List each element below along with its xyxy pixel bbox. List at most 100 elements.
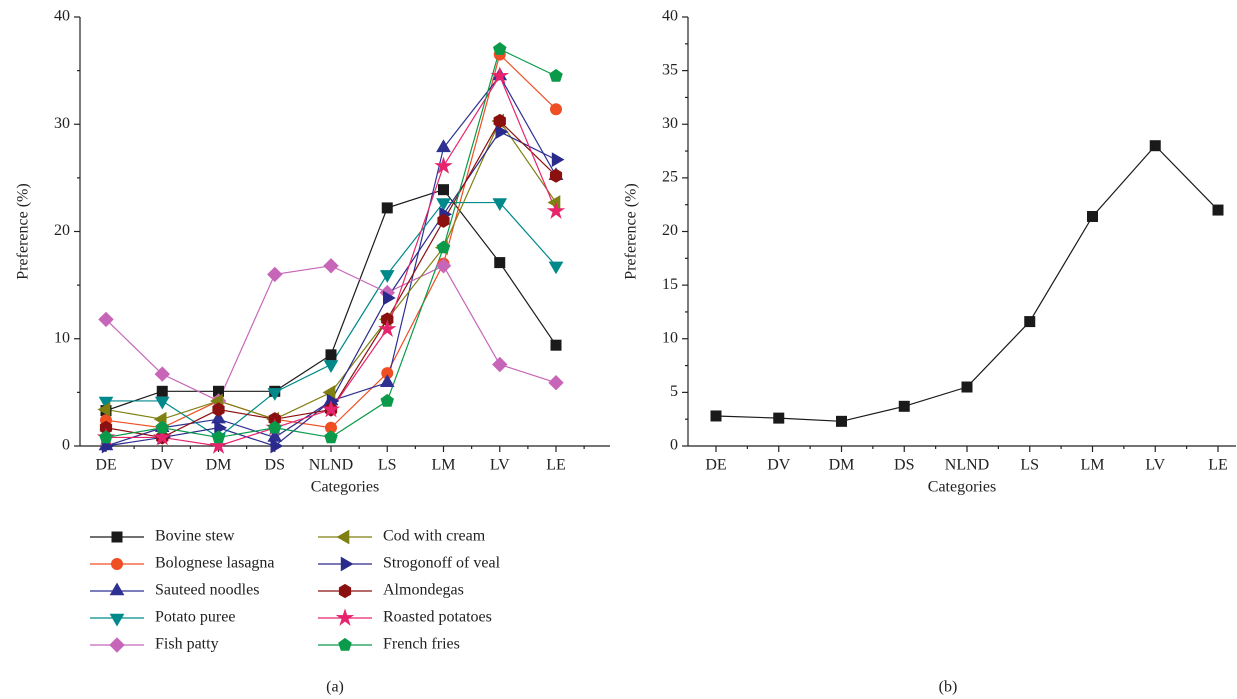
marker xyxy=(710,410,722,422)
y-tick-label: 40 xyxy=(54,8,70,25)
marker xyxy=(152,427,172,446)
y-tick-label: 40 xyxy=(662,8,678,25)
x-tick-label: DE xyxy=(95,457,116,474)
marker xyxy=(490,66,510,84)
marker xyxy=(1212,204,1224,216)
marker xyxy=(267,266,283,283)
x-axis-title: Categories xyxy=(928,479,996,496)
legend-label: Strogonoff of veal xyxy=(383,555,501,572)
legend-marker xyxy=(111,558,123,570)
marker xyxy=(155,420,169,434)
marker xyxy=(381,202,393,214)
x-tick-label: LV xyxy=(1145,457,1165,474)
marker xyxy=(898,400,910,412)
marker xyxy=(436,198,451,211)
marker xyxy=(438,184,449,196)
y-tick-label: 5 xyxy=(670,383,678,400)
marker xyxy=(548,374,564,391)
marker xyxy=(493,113,506,129)
x-tick-label: DM xyxy=(829,457,855,474)
marker xyxy=(324,430,338,444)
marker xyxy=(383,290,396,306)
y-tick-label: 20 xyxy=(54,222,70,239)
legend-label: Bovine stew xyxy=(155,528,235,545)
marker xyxy=(773,412,785,424)
series-line xyxy=(105,265,557,402)
y-axis-title: Preference (%) xyxy=(623,183,640,279)
marker xyxy=(1087,210,1098,222)
y-tick-label: 10 xyxy=(54,329,70,346)
x-tick-label: LS xyxy=(378,457,397,474)
y-tick-label: 20 xyxy=(662,222,678,239)
legend-label: Roasted potatoes xyxy=(383,609,492,626)
series-line xyxy=(715,144,1219,422)
marker xyxy=(325,349,337,361)
legend-marker xyxy=(336,529,350,545)
legend-label: Potato puree xyxy=(155,609,235,626)
x-tick-label: LE xyxy=(1208,457,1228,474)
y-tick-label: 30 xyxy=(662,115,678,132)
marker xyxy=(961,381,973,393)
x-tick-label: LS xyxy=(1020,457,1039,474)
marker xyxy=(1149,140,1161,152)
marker xyxy=(267,388,283,401)
marker xyxy=(379,270,395,283)
marker xyxy=(495,124,509,140)
marker xyxy=(436,240,451,254)
marker xyxy=(836,415,847,427)
legend-marker xyxy=(109,637,125,653)
legend-marker xyxy=(340,556,354,572)
marker xyxy=(270,438,284,454)
x-tick-label: DE xyxy=(705,457,726,474)
series-line xyxy=(105,188,557,412)
marker xyxy=(268,420,282,434)
marker xyxy=(154,366,171,382)
marker xyxy=(492,198,508,212)
marker xyxy=(437,213,450,228)
x-axis-title: Categories xyxy=(311,479,379,496)
x-tick-label: DS xyxy=(265,457,285,474)
marker xyxy=(493,42,507,55)
caption: (b) xyxy=(939,679,958,696)
x-tick-label: DV xyxy=(767,457,791,474)
legend-label: Almondegas xyxy=(383,582,464,599)
y-tick-label: 35 xyxy=(662,61,678,78)
y-tick-label: 30 xyxy=(54,115,70,132)
marker xyxy=(98,311,114,328)
legend-label: French fries xyxy=(383,636,460,653)
marker xyxy=(379,374,395,387)
marker xyxy=(209,436,228,454)
marker xyxy=(321,399,341,418)
legend-label: Cod with cream xyxy=(383,528,486,545)
legend-marker xyxy=(111,531,123,543)
x-tick-label: LE xyxy=(546,457,566,474)
legend-label: Bolognese lasagna xyxy=(155,555,275,572)
marker xyxy=(548,261,564,275)
x-tick-label: LV xyxy=(490,457,510,474)
marker xyxy=(494,257,506,269)
marker xyxy=(546,201,566,219)
marker xyxy=(323,360,339,374)
marker xyxy=(99,430,113,444)
marker xyxy=(549,68,563,82)
y-tick-label: 10 xyxy=(662,329,678,346)
marker xyxy=(97,402,111,417)
x-tick-label: DV xyxy=(151,457,175,474)
marker xyxy=(435,258,452,274)
y-tick-label: 25 xyxy=(662,169,678,186)
legend-label: Sauteed noodles xyxy=(155,582,259,599)
marker xyxy=(211,430,226,444)
y-tick-label: 0 xyxy=(62,437,70,454)
legend-marker xyxy=(109,582,125,596)
marker xyxy=(549,168,563,183)
legend-marker xyxy=(335,608,355,626)
legend-label: Fish patty xyxy=(155,636,219,653)
marker xyxy=(212,402,225,417)
marker xyxy=(550,103,562,116)
marker xyxy=(434,156,453,174)
marker xyxy=(377,319,397,337)
x-tick-label: LM xyxy=(432,457,456,474)
legend-marker xyxy=(338,637,352,651)
marker xyxy=(436,139,451,153)
